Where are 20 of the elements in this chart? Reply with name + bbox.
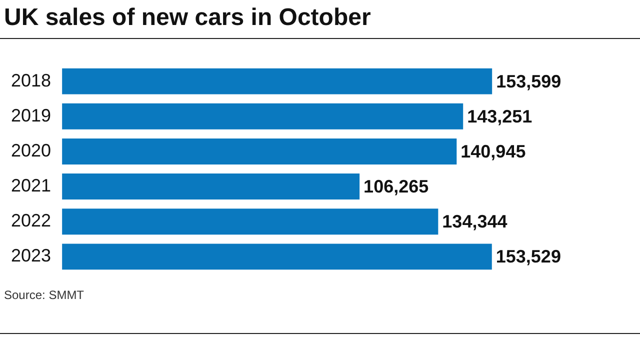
- bar: [62, 244, 492, 270]
- data-label: 143,251: [467, 106, 532, 126]
- chart-title: UK sales of new cars in October: [4, 4, 371, 32]
- bar: [62, 68, 492, 94]
- bar: [62, 174, 360, 200]
- data-label: 153,529: [496, 246, 561, 267]
- bar: [62, 103, 464, 130]
- source-note: Source: SMMT: [4, 288, 84, 302]
- y-tick-label: 2020: [10, 140, 52, 160]
- y-tick-label: 2022: [10, 210, 52, 231]
- y-tick-label: 2019: [10, 105, 52, 126]
- data-label: 153,599: [496, 71, 562, 92]
- data-label: 106,265: [364, 176, 429, 196]
- y-tick-label: 2023: [10, 246, 52, 266]
- y-tick-label: 2018: [10, 70, 52, 90]
- bar: [62, 208, 438, 235]
- data-label: 140,945: [460, 141, 526, 162]
- bar: [62, 138, 457, 164]
- data-label: 134,344: [442, 212, 508, 232]
- y-tick-label: 2021: [10, 176, 52, 196]
